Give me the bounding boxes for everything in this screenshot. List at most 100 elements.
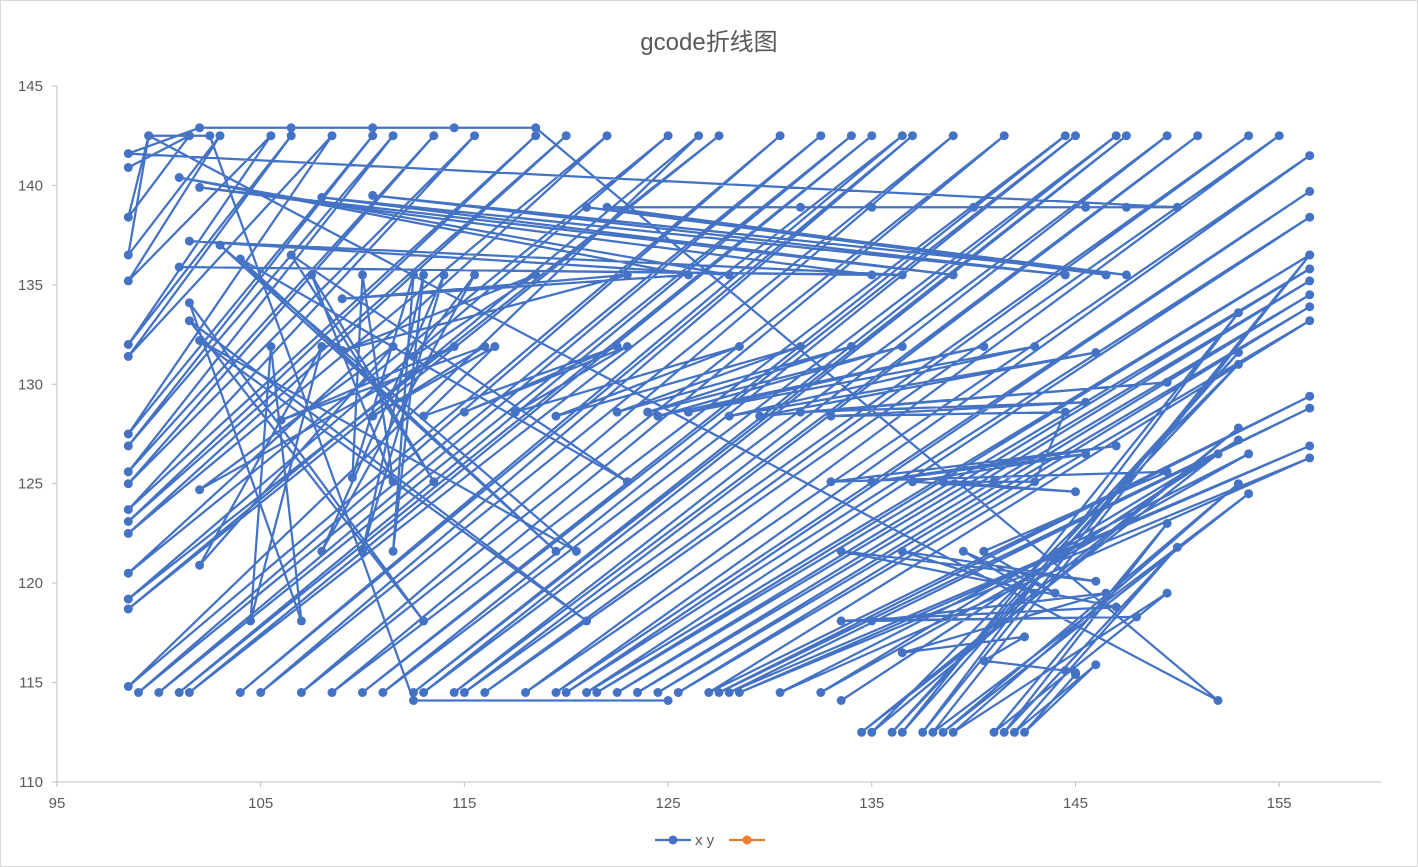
data-point bbox=[154, 688, 164, 697]
data-point bbox=[663, 131, 673, 141]
data-point bbox=[714, 131, 724, 141]
data-point bbox=[144, 131, 154, 141]
data-point bbox=[1233, 435, 1243, 445]
data-point bbox=[653, 688, 663, 697]
data-point bbox=[612, 407, 622, 417]
data-point bbox=[1091, 576, 1101, 586]
data-point bbox=[327, 131, 337, 141]
data-point bbox=[368, 123, 378, 133]
data-point bbox=[296, 688, 306, 697]
data-point bbox=[724, 411, 734, 421]
data-point bbox=[123, 467, 133, 477]
data-point bbox=[704, 688, 714, 697]
data-point bbox=[296, 616, 306, 626]
data-point bbox=[897, 546, 907, 556]
data-point bbox=[388, 131, 398, 141]
data-point bbox=[337, 294, 347, 304]
data-point bbox=[510, 407, 520, 417]
data-point bbox=[867, 131, 877, 141]
data-point bbox=[796, 407, 805, 417]
data-point bbox=[908, 477, 917, 487]
data-point bbox=[235, 254, 245, 264]
data-point bbox=[755, 411, 765, 421]
data-point bbox=[1101, 270, 1111, 280]
data-point bbox=[1020, 632, 1029, 642]
data-point bbox=[246, 616, 255, 626]
data-point bbox=[409, 351, 418, 361]
data-point bbox=[622, 477, 632, 487]
data-point bbox=[969, 202, 979, 212]
data-point bbox=[1060, 666, 1070, 676]
data-point bbox=[123, 351, 133, 361]
data-point bbox=[1091, 348, 1101, 357]
data-point bbox=[1305, 264, 1315, 274]
data-point bbox=[1305, 302, 1315, 312]
data-point bbox=[1305, 290, 1315, 300]
legend-marker bbox=[742, 835, 752, 845]
data-point bbox=[1020, 727, 1029, 737]
data-point bbox=[561, 688, 571, 697]
data-point bbox=[123, 340, 133, 349]
data-point bbox=[1213, 696, 1223, 705]
data-point bbox=[378, 688, 388, 697]
data-point bbox=[1060, 131, 1070, 141]
data-point bbox=[561, 131, 571, 141]
data-point bbox=[184, 316, 194, 326]
data-point bbox=[724, 270, 734, 280]
x-tick-label: 95 bbox=[49, 795, 66, 812]
data-point bbox=[836, 616, 846, 626]
data-point bbox=[867, 727, 877, 737]
data-point bbox=[622, 342, 632, 351]
data-point bbox=[1071, 487, 1080, 497]
data-point bbox=[388, 477, 398, 487]
data-point bbox=[1244, 449, 1254, 459]
data-point bbox=[989, 477, 999, 487]
data-point bbox=[1071, 668, 1080, 678]
data-point bbox=[429, 131, 439, 141]
data-point bbox=[612, 688, 622, 697]
data-point bbox=[1060, 270, 1070, 280]
data-point bbox=[1244, 131, 1254, 141]
data-point bbox=[1121, 202, 1131, 212]
legend-label: x y bbox=[695, 832, 715, 849]
y-tick-label: 125 bbox=[18, 476, 43, 493]
data-point bbox=[897, 648, 907, 658]
data-point bbox=[1233, 359, 1243, 369]
data-point bbox=[979, 342, 989, 351]
data-point bbox=[571, 546, 581, 556]
data-point bbox=[938, 727, 948, 737]
data-point bbox=[1193, 131, 1203, 141]
data-point bbox=[1233, 479, 1243, 489]
data-point bbox=[1305, 276, 1315, 286]
y-tick-label: 140 bbox=[18, 177, 43, 194]
data-point bbox=[897, 131, 907, 141]
data-point bbox=[123, 604, 133, 614]
data-point bbox=[979, 546, 989, 556]
data-point bbox=[459, 407, 469, 417]
data-point bbox=[602, 202, 612, 212]
data-point bbox=[123, 568, 133, 578]
data-point bbox=[419, 616, 429, 626]
data-point bbox=[867, 616, 877, 626]
y-tick-label: 115 bbox=[19, 675, 43, 692]
data-point bbox=[582, 202, 592, 212]
data-point bbox=[633, 688, 642, 697]
data-point bbox=[1233, 308, 1243, 318]
x-tick-label: 115 bbox=[452, 795, 476, 812]
data-point bbox=[989, 727, 999, 737]
data-point bbox=[123, 276, 133, 286]
data-point bbox=[1111, 441, 1121, 451]
data-point bbox=[1071, 131, 1080, 141]
data-point bbox=[612, 342, 622, 351]
data-point bbox=[836, 696, 846, 705]
data-point bbox=[449, 123, 459, 133]
data-point bbox=[1305, 250, 1315, 260]
data-point bbox=[215, 240, 225, 250]
data-point bbox=[714, 688, 724, 697]
data-point bbox=[1213, 449, 1223, 459]
data-point bbox=[867, 270, 877, 280]
data-point bbox=[734, 688, 744, 697]
data-point bbox=[846, 342, 856, 351]
data-point bbox=[123, 479, 133, 489]
data-point bbox=[123, 505, 133, 515]
